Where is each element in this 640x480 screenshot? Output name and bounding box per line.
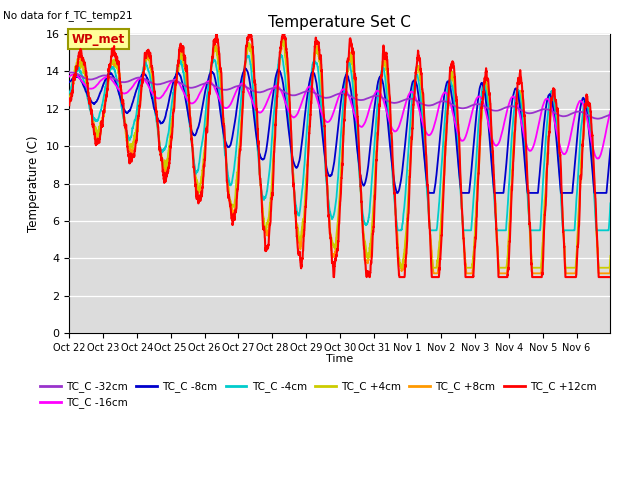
Text: No data for f_TC_temp21: No data for f_TC_temp21 [3,11,133,22]
X-axis label: Time: Time [326,354,353,364]
Title: Temperature Set C: Temperature Set C [268,15,412,30]
Text: WP_met: WP_met [72,33,125,46]
Legend: TC_C -32cm, TC_C -16cm, TC_C -8cm, TC_C -4cm, TC_C +4cm, TC_C +8cm, TC_C +12cm: TC_C -32cm, TC_C -16cm, TC_C -8cm, TC_C … [36,377,600,413]
Y-axis label: Temperature (C): Temperature (C) [27,135,40,232]
